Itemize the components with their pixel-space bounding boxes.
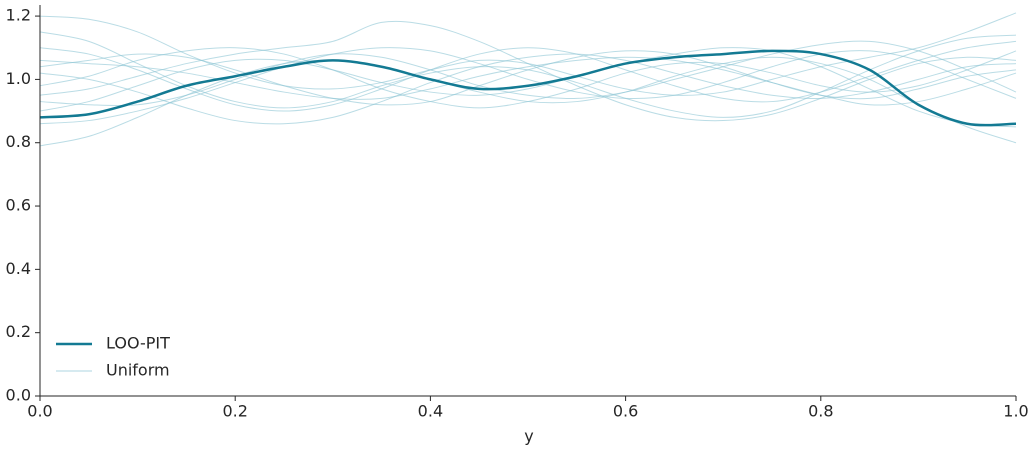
y-tick-label: 1.2 <box>6 6 31 25</box>
y-tick-label: 0.2 <box>6 322 31 341</box>
uniform-line <box>39 53 1017 125</box>
legend-label: LOO-PIT <box>106 334 170 353</box>
uniform-line <box>39 47 1017 128</box>
loo-pit-line <box>39 49 1017 127</box>
uniform-line <box>39 12 1017 96</box>
uniform-line <box>39 47 1017 109</box>
x-tick-label: 0.0 <box>27 402 52 421</box>
x-tick-label: 0.2 <box>222 402 247 421</box>
legend-label: Uniform <box>106 361 170 380</box>
y-tick-label: 1.0 <box>6 69 31 88</box>
y-tick-label: 0.0 <box>6 386 31 405</box>
x-axis-label: y <box>524 427 533 446</box>
uniform-line <box>39 40 1017 112</box>
x-tick-label: 0.4 <box>418 402 443 421</box>
uniform-line <box>39 50 1017 106</box>
uniform-line <box>39 40 1017 107</box>
x-tick-label: 0.6 <box>613 402 638 421</box>
x-tick-label: 1.0 <box>1003 402 1028 421</box>
uniform-line <box>39 47 1017 125</box>
uniform-line <box>39 56 1017 106</box>
y-tick-label: 0.8 <box>6 132 31 151</box>
y-tick-label: 0.4 <box>6 259 31 278</box>
y-tick-label: 0.6 <box>6 196 31 215</box>
x-tick-label: 0.8 <box>808 402 833 421</box>
